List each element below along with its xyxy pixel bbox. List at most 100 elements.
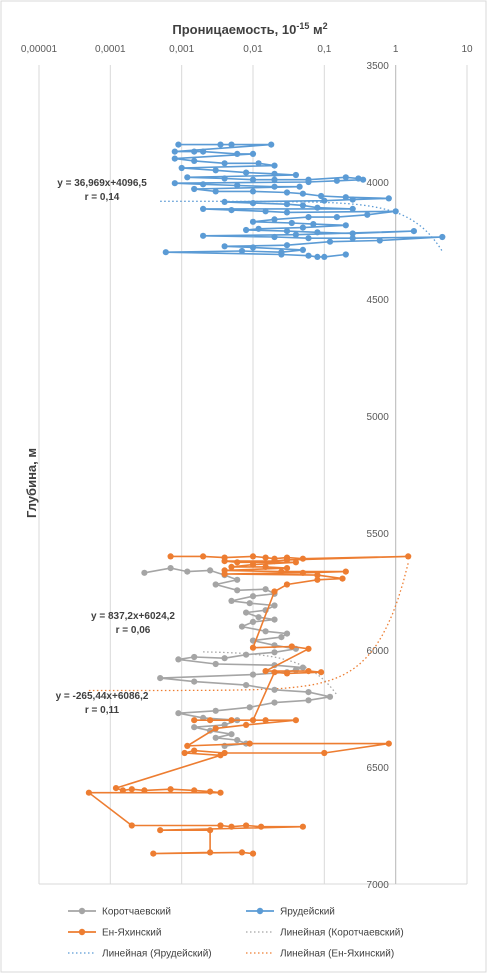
series-2-point-16 (262, 563, 269, 571)
series-2-point-12 (234, 559, 241, 566)
series-1-point-44 (221, 198, 228, 205)
y-tick-label-5: 6000 (367, 646, 390, 657)
series-2-point-29 (288, 643, 295, 650)
series-1-point-87 (314, 253, 321, 260)
series-1-point-86 (305, 252, 312, 259)
series-1-point-40 (342, 194, 349, 201)
annotation-yarudey: y = 36,969x+4096,5 r = 0,14 (57, 178, 147, 203)
series-0-point-46 (212, 707, 219, 714)
series-0-point-55 (234, 737, 241, 744)
x-tick-label-3: 0,01 (243, 44, 263, 55)
series-2-point-37 (191, 717, 198, 724)
series-2-point-7 (299, 555, 306, 562)
series-1-point-61 (310, 221, 317, 228)
series-2-point-56 (167, 786, 174, 793)
series-2-point-41 (292, 717, 299, 724)
data-series (85, 141, 446, 857)
y-tick-label-3: 5000 (367, 412, 390, 423)
series-1-point-80 (249, 244, 257, 251)
series-2-point-36 (249, 717, 257, 724)
series-1-point-49 (349, 205, 356, 212)
legend-swatch-marker-1 (256, 907, 264, 915)
series-2-point-70 (150, 850, 157, 857)
series-0-point-2 (184, 568, 191, 575)
trendline-2 (88, 562, 409, 692)
series-1-point-84 (162, 249, 169, 256)
y-tick-label-6: 6500 (367, 763, 390, 774)
series-2-point-40 (262, 717, 269, 724)
series-2-point-15 (228, 563, 235, 571)
x-tick-label-5: 1 (393, 44, 399, 55)
series-0-point-39 (243, 682, 250, 689)
series-1-point-81 (299, 246, 306, 253)
series-1-point-21 (249, 176, 257, 183)
series-2-point-62 (217, 822, 224, 829)
series-0-point-22 (278, 634, 285, 641)
series-2-point-35 (271, 669, 278, 676)
series-2-point-17 (283, 565, 291, 572)
series-2-point-63 (228, 823, 235, 830)
annotation-en-yakhin-equation: y = -265,44x+6086,2 (56, 691, 149, 702)
series-2-point-13 (292, 559, 299, 566)
series-1-point-14 (178, 164, 185, 172)
series-0-point-15 (243, 609, 250, 616)
series-1-point-59 (249, 218, 257, 225)
series-2-point-14 (249, 561, 257, 568)
series-1-point-33 (296, 183, 303, 190)
series-0-point-8 (262, 586, 269, 593)
series-0-point-1 (167, 565, 174, 572)
series-0-point-51 (191, 724, 198, 731)
series-1-point-60 (288, 219, 295, 227)
series-2-point-24 (339, 575, 346, 582)
series-0-point-44 (271, 699, 278, 706)
series-0-point-47 (175, 710, 182, 717)
series-2-point-25 (314, 576, 321, 583)
series-1-point-6 (200, 148, 207, 155)
series-2-point-49 (191, 747, 198, 754)
series-2-point-50 (181, 749, 188, 757)
series-2-point-67 (157, 827, 164, 834)
legend-label-4: Линейная (Ярудейский) (102, 949, 212, 960)
series-0-point-36 (249, 671, 257, 678)
series-1-point-55 (364, 211, 371, 218)
series-0-point-38 (191, 678, 198, 685)
series-0-point-11 (228, 597, 235, 605)
series-2-point-26 (283, 581, 291, 588)
series-1-point-36 (249, 188, 257, 195)
series-1-point-27 (333, 177, 340, 184)
series-1-point-37 (283, 189, 291, 196)
series-0-point-20 (262, 628, 269, 635)
x-axis-title: Проницаемость, 10-15 м2 (172, 21, 327, 37)
series-0-point-17 (271, 616, 278, 623)
series-2-point-44 (184, 742, 191, 750)
series-0-point-29 (191, 653, 198, 661)
series-1-point-69 (410, 228, 417, 235)
series-0-point-16 (255, 614, 262, 621)
legend-swatch-marker-0 (78, 907, 86, 915)
legend-item-3: Линейная (Коротчаевский) (246, 928, 404, 939)
y-tick-label-4: 5500 (367, 529, 390, 540)
series-2-point-38 (207, 717, 214, 724)
legend-label-0: Коротчаевский (102, 907, 171, 918)
series-2-point-8 (405, 553, 412, 560)
series-1-point-9 (171, 155, 178, 162)
legend-label-2: Ен-Яхинский (102, 928, 161, 939)
y-tick-labels: 3500 4000 4500 5000 5500 6000 6500 7000 (367, 61, 390, 891)
series-2-point-1 (200, 553, 207, 560)
series-1-point-26 (360, 176, 367, 183)
series-2-point-22 (221, 570, 228, 578)
series-1-point-66 (283, 228, 291, 235)
series-1-point-12 (255, 160, 262, 167)
series-0-point-12 (246, 600, 253, 607)
series-2 (85, 553, 412, 857)
series-2-point-21 (299, 569, 306, 576)
x-tick-label-1: 0,0001 (95, 44, 126, 55)
series-1-point-47 (299, 202, 306, 209)
series-1-point-5 (191, 148, 198, 155)
series-0-point-10 (249, 593, 257, 600)
series-2-point-58 (207, 788, 214, 795)
series-1-point-64 (255, 225, 262, 232)
series-2-point-0 (167, 553, 174, 560)
series-2-point-43 (212, 725, 219, 732)
